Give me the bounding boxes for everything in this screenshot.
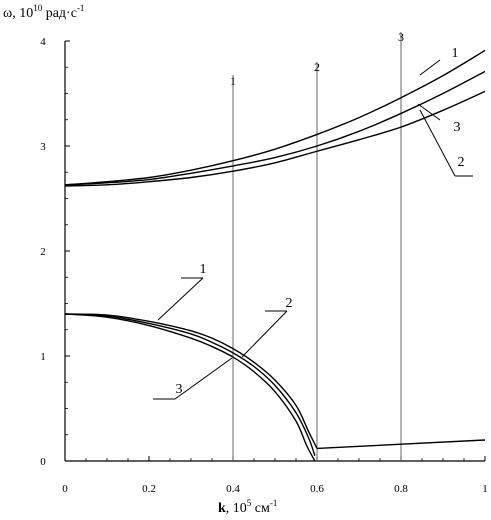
curve-label-lower-3: 3 [176,382,183,397]
x-tick-label: 1 [482,483,488,495]
leader-line-upper-2 [419,109,456,177]
y-tick-label: 1 [40,351,46,363]
leader-line-upper-1 [419,59,441,76]
x-tick-label: 0 [62,483,68,495]
series-line-upper-1 [64,49,486,186]
leader-line-upper-3 [417,103,441,121]
curve-label-upper-2: 2 [458,155,465,170]
x-axis-title-sup: 5 [247,498,252,508]
vertical-line-label-2: 2 [314,60,320,74]
vertical-line-label-1: 1 [230,74,236,88]
leader-line-lower-3 [174,357,233,400]
y-axis-title-sup: 10 [33,3,43,13]
x-tick-label: 0.8 [394,483,408,495]
leader-line-lower-2 [241,310,288,358]
vertical-line-label-3: 3 [398,30,404,44]
curve-label-lower-2: 2 [286,296,293,311]
y-axis-title-base: ω, 10 [3,6,33,21]
series-line-lower-2 [64,313,316,456]
y-tick-label: 4 [40,36,46,48]
x-tick-label: 0.6 [310,483,324,495]
series-line-upper-3 [64,70,486,186]
series-line-lower-1 [64,313,318,449]
y-tick-label: 3 [40,141,46,153]
leader-line-lower-1 [157,277,204,321]
x-tick-label: 0.2 [142,483,156,495]
y-axis-title-unit: рад·с [42,6,77,21]
curve-label-lower-1: 1 [200,262,207,277]
x-axis-title-unit: см [251,501,270,516]
x-axis-title: k, 105 см-1 [218,498,277,516]
series-line-lower-3 [64,313,316,462]
y-tick-label: 2 [40,246,46,258]
curve-label-upper-3: 3 [454,120,461,135]
y-tick-label: 0 [40,456,46,468]
plot-area: 0 1 2 3 4 0 0.2 0.4 0.6 0.8 1 1 2 3 1 3 2 1 2 3 [40,30,488,495]
y-axis-title-unit-sup: -1 [77,3,85,13]
x-axis-title-unit-sup: -1 [270,498,278,508]
x-axis-title-mid: , 10 [226,501,247,516]
series-line-upper-2 [64,90,486,187]
curve-label-upper-1: 1 [452,46,459,61]
series-line-tail-tail [316,439,486,450]
x-axis-title-base: k [218,501,226,516]
y-axis-title: ω, 1010 рад·с-1 [3,3,84,21]
x-tick-label: 0.4 [226,483,240,495]
